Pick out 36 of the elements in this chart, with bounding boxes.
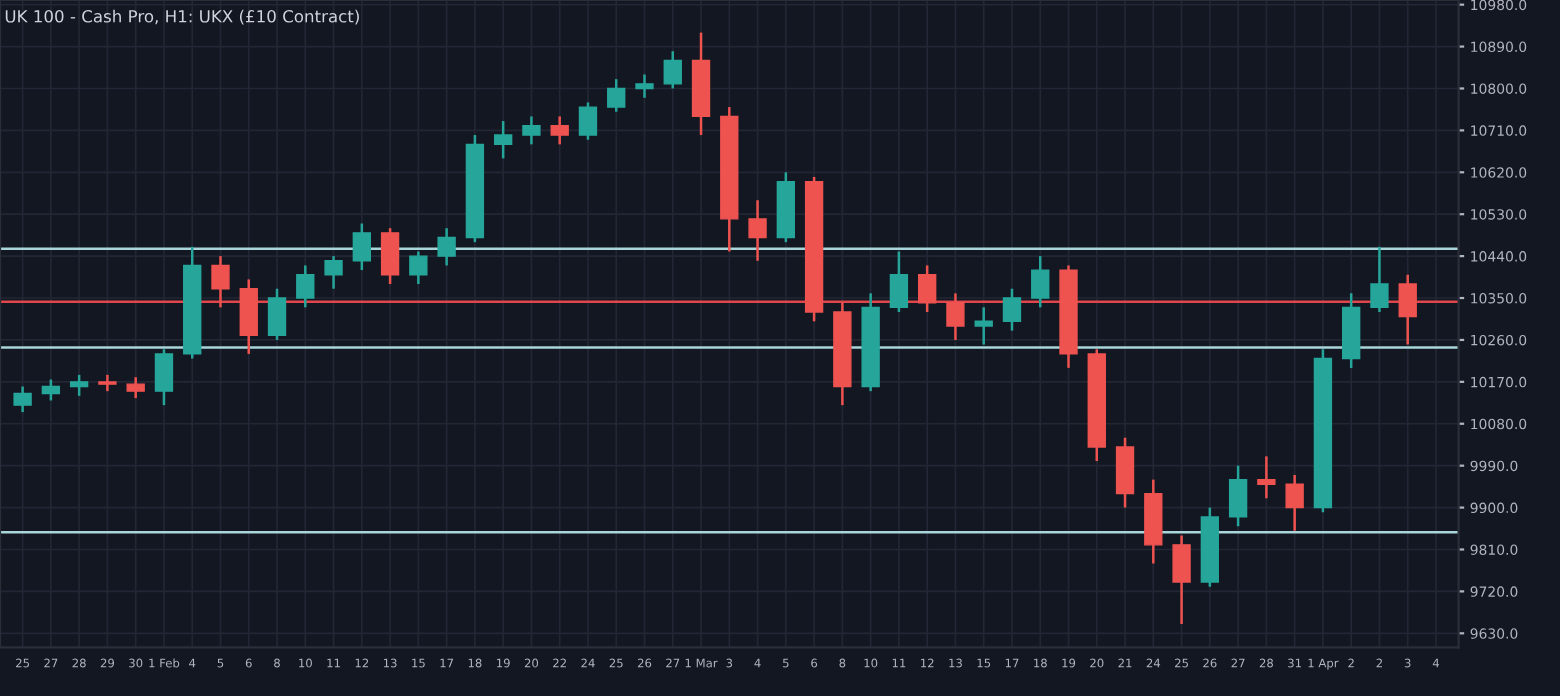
candlestick <box>1002 287 1022 332</box>
candlestick <box>578 101 598 141</box>
candlestick <box>352 222 371 272</box>
candlestick <box>296 264 315 309</box>
candlestick <box>1031 254 1050 309</box>
candlestick <box>635 73 654 100</box>
candlestick <box>974 306 993 346</box>
candlestick <box>324 254 343 290</box>
candlestick <box>41 378 61 402</box>
candlestick <box>522 115 541 146</box>
candlestick <box>1257 455 1276 500</box>
candlestick <box>69 373 89 398</box>
candlestick <box>748 198 767 263</box>
candlestick <box>917 264 937 314</box>
candlestick <box>154 348 174 407</box>
candlestick <box>409 250 428 286</box>
candlestick <box>663 49 682 90</box>
candlestick <box>550 115 569 146</box>
candlestick <box>1228 464 1248 528</box>
candlestick <box>946 292 965 342</box>
candlestick <box>126 375 145 400</box>
candlestick <box>13 385 32 414</box>
candlestick <box>211 254 230 309</box>
candlestick <box>1370 245 1389 314</box>
candlestick <box>1172 534 1191 626</box>
candlestick <box>607 77 626 114</box>
candlestick <box>437 226 456 267</box>
candlestick <box>380 226 400 286</box>
candlestick <box>889 250 909 314</box>
text: UK 100 - Cash Pro, H1: UKX (£10 Contract) <box>5 9 359 25</box>
candlestick <box>267 287 287 342</box>
candlestick <box>239 278 258 356</box>
candlestick <box>493 119 513 160</box>
candlestick <box>1115 436 1135 509</box>
candlestick <box>1285 473 1304 533</box>
candlestick <box>1398 273 1417 346</box>
